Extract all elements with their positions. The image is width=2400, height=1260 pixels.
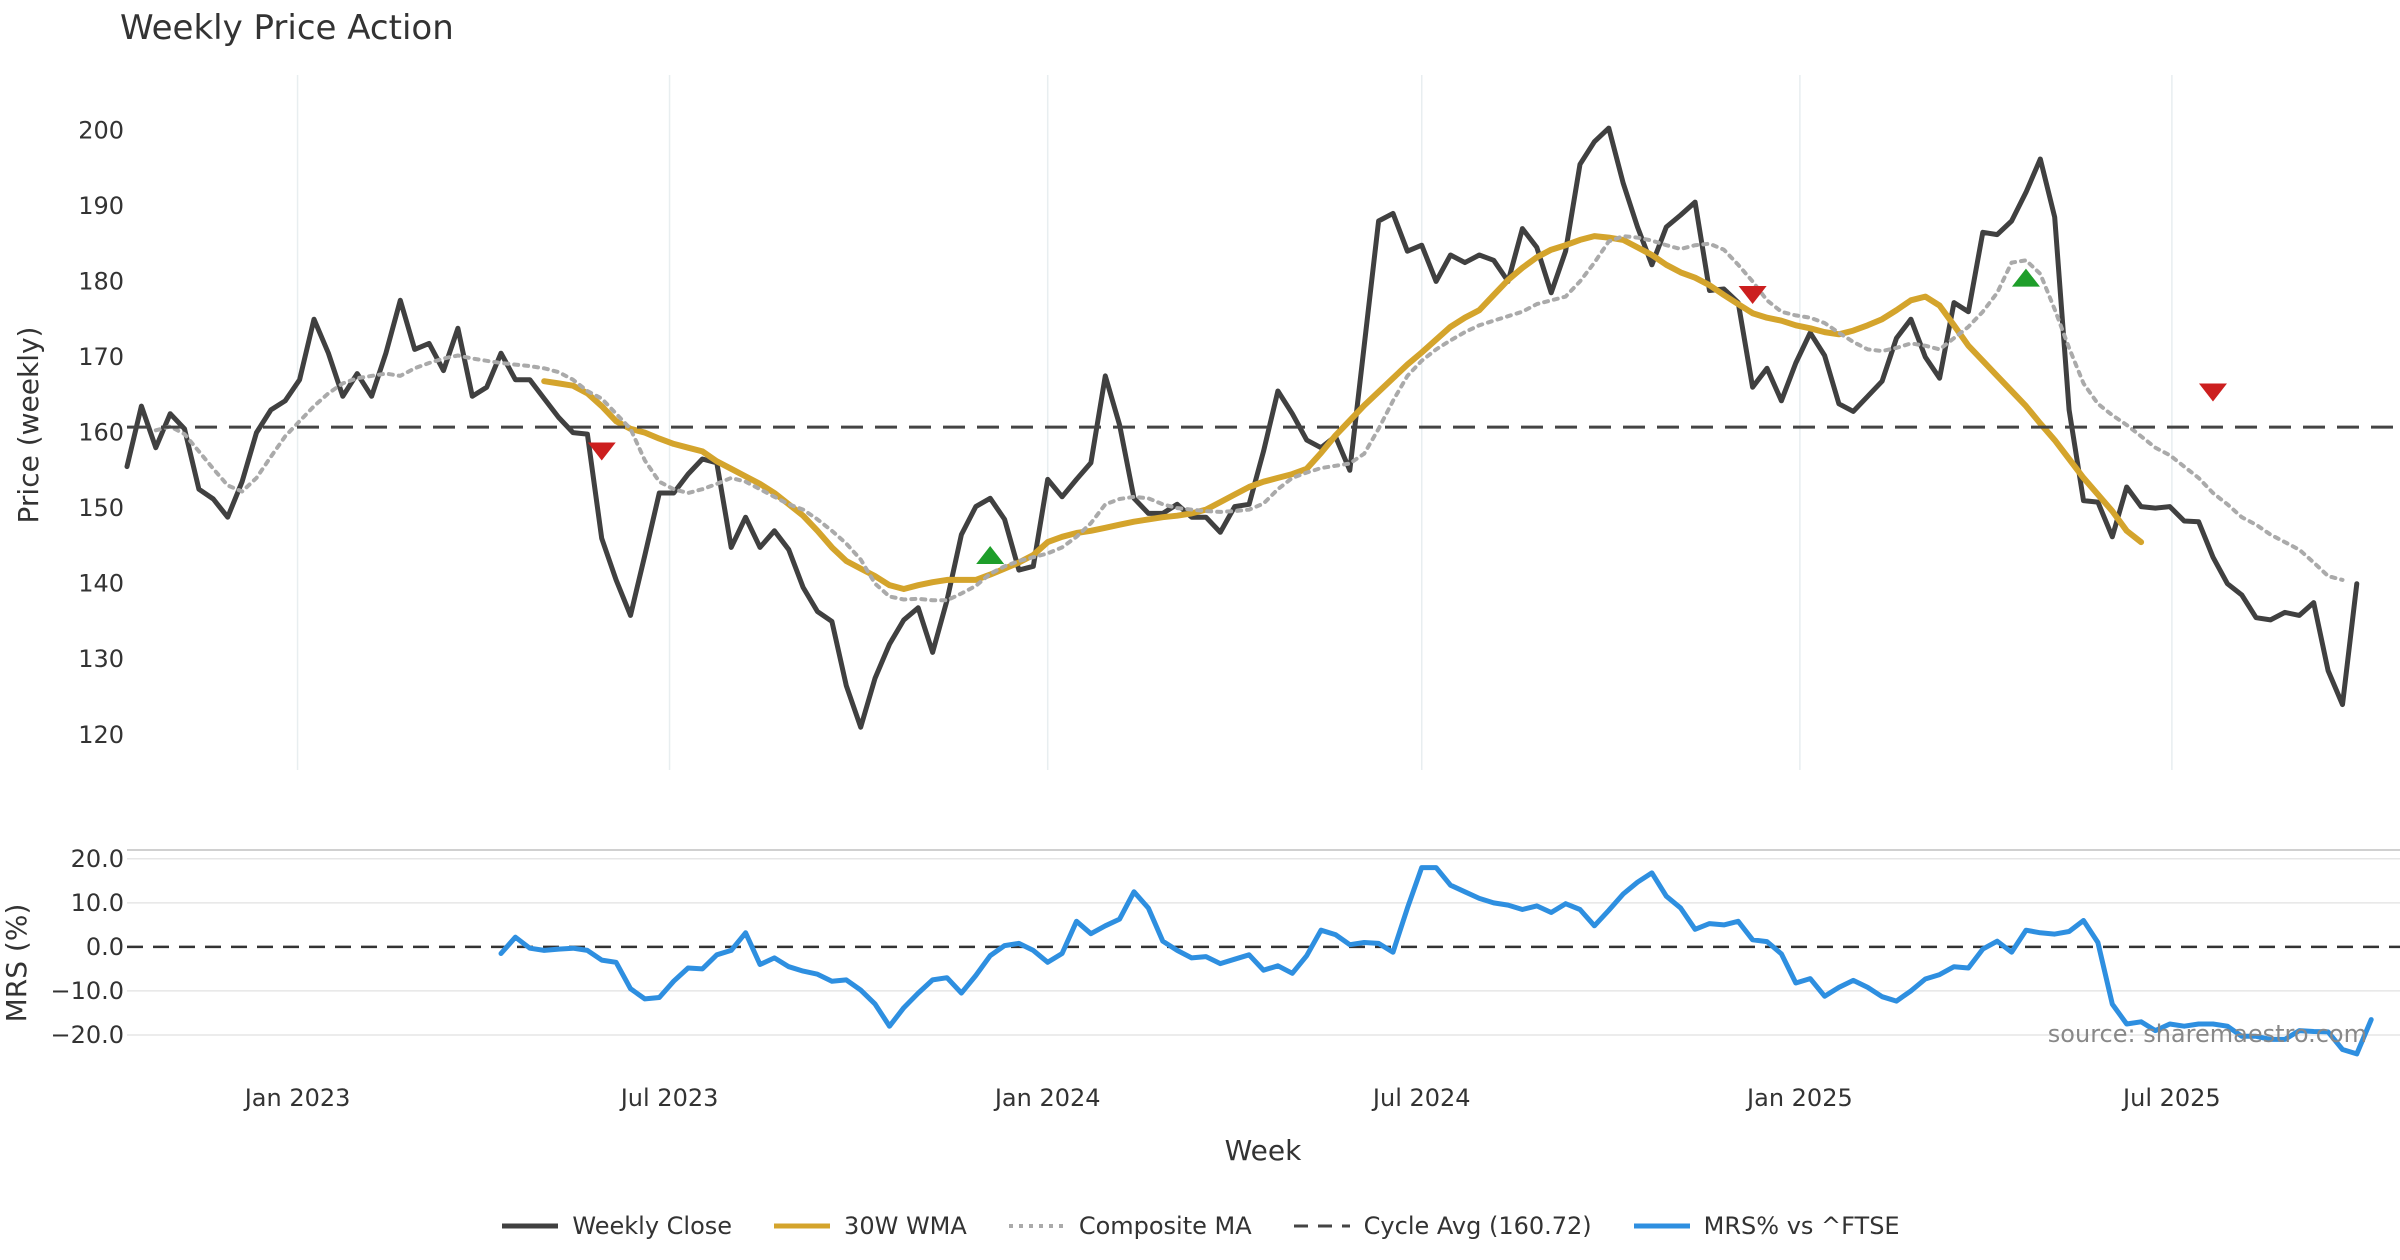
- x-tick-label: Jul 2025: [2121, 1084, 2221, 1112]
- legend-item-weekly-close: Weekly Close: [500, 1212, 732, 1240]
- legend-swatch-weekly-close: [502, 1223, 559, 1229]
- mrs-line: [498, 865, 2374, 1057]
- mrs-panel: [127, 865, 2400, 1057]
- mrs-y-tick-label: 20.0: [71, 845, 124, 873]
- x-tick-label: Jul 2024: [1371, 1084, 1471, 1112]
- mrs-y-tick-label: 0.0: [86, 933, 124, 961]
- legend-label: MRS% vs ^FTSE: [1703, 1212, 1900, 1240]
- buy-signal-marker: [2011, 268, 2040, 287]
- sell-signal-marker: [2198, 383, 2227, 402]
- price-y-tick-label: 120: [78, 721, 124, 749]
- axes: Jan 2023 Jul 2023 Jan 2024 Jul 2024 Jan 2025…: [0, 116, 2221, 1167]
- mrs-y-tick-label: −10.0: [50, 977, 124, 1005]
- mrs-y-tick-label: −20.0: [50, 1021, 124, 1049]
- legend-swatch-wma: [774, 1223, 831, 1229]
- price-panel: [124, 125, 2400, 730]
- source-watermark: source: sharemaestro.com: [2047, 1020, 2367, 1048]
- composite-ma-line: [153, 234, 2345, 603]
- legend-label: Composite MA: [1078, 1212, 1252, 1240]
- legend-label: Weekly Close: [572, 1212, 733, 1240]
- x-tick-label: Jan 2023: [243, 1084, 351, 1112]
- price-y-tick-label: 160: [78, 419, 124, 447]
- legend-item-wma: 30W WMA: [772, 1212, 967, 1240]
- x-tick-label: Jan 2024: [993, 1084, 1101, 1112]
- legend: Weekly Close 30W WMA Composite MA Cycle …: [0, 1212, 2400, 1240]
- price-y-tick-label: 150: [78, 494, 124, 522]
- price-y-tick-label: 190: [78, 192, 124, 220]
- mrs-y-tick-label: 10.0: [71, 889, 124, 917]
- legend-swatch-composite-ma: [1008, 1224, 1065, 1228]
- price-y-tick-label: 200: [78, 116, 124, 144]
- price-y-tick-label: 130: [78, 645, 124, 673]
- weekly-close-line: [124, 125, 2360, 730]
- legend-swatch-mrs: [1633, 1223, 1690, 1229]
- sell-signal-marker: [1738, 286, 1767, 305]
- buy-signal-marker: [976, 545, 1005, 564]
- sell-signal-marker: [587, 442, 616, 461]
- legend-swatch-cycle-avg: [1293, 1224, 1350, 1228]
- mrs-y-axis-label: MRS (%): [0, 904, 33, 1023]
- price-y-axis-label: Price (weekly): [12, 327, 45, 524]
- price-y-tick-label: 140: [78, 570, 124, 598]
- x-axis-label: Week: [1225, 1134, 1302, 1167]
- grid-layer: [127, 75, 2400, 1036]
- legend-item-mrs: MRS% vs ^FTSE: [1632, 1212, 1900, 1240]
- price-y-tick-label: 180: [78, 267, 124, 295]
- legend-label: 30W WMA: [844, 1212, 967, 1240]
- wma-line: [541, 233, 2145, 592]
- x-tick-label: Jan 2025: [1745, 1084, 1853, 1112]
- legend-item-composite-ma: Composite MA: [1007, 1212, 1252, 1240]
- x-tick-label: Jul 2023: [619, 1084, 719, 1112]
- legend-label: Cycle Avg (160.72): [1363, 1212, 1592, 1240]
- chart-title: Weekly Price Action: [120, 8, 454, 48]
- price-y-tick-label: 170: [78, 343, 124, 371]
- legend-item-cycle-avg: Cycle Avg (160.72): [1292, 1212, 1592, 1240]
